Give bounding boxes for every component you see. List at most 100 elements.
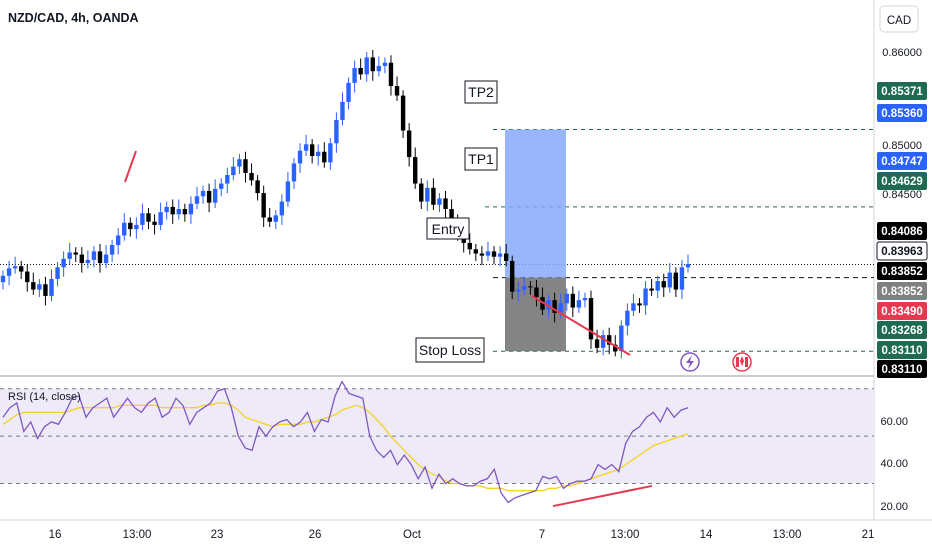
candle-body	[564, 293, 569, 304]
price-label-text: 0.83110	[882, 345, 923, 357]
time-tick-label: 13:00	[773, 529, 802, 541]
time-tick-label: 13:00	[123, 529, 152, 541]
candle-body	[176, 209, 181, 215]
candle-body	[43, 284, 48, 296]
price-label-text: 0.83490	[881, 306, 923, 318]
candle-body	[303, 144, 309, 151]
candle-body	[109, 245, 115, 255]
candle-body	[382, 62, 388, 66]
candle-body	[61, 258, 66, 268]
tp1-label: TP1	[464, 147, 498, 171]
price-label-text: 0.84086	[881, 226, 923, 238]
candle-body	[73, 252, 78, 255]
time-axis[interactable]: 16 13:00 23 26 Oct 7 13:00 14 13:00 21	[49, 529, 875, 541]
rsi-ma-line	[2, 402, 689, 492]
candles	[0, 50, 691, 359]
candle-body	[528, 286, 533, 288]
candle-body	[67, 252, 72, 259]
candle-body	[419, 183, 424, 202]
candle-body	[237, 159, 242, 167]
candle-body	[122, 222, 127, 236]
time-tick-label: 14	[700, 529, 713, 541]
candle-body	[188, 203, 194, 215]
candle-body	[661, 281, 666, 288]
candle-body	[637, 303, 642, 306]
candle-body	[158, 212, 163, 225]
candle-body	[413, 157, 418, 184]
price-tick-label: 0.86000	[882, 47, 922, 59]
candle-body	[497, 253, 503, 257]
candle-body	[516, 289, 521, 292]
price-label-text: 0.84747	[881, 156, 923, 168]
rsi-tick-label: 40.00	[880, 458, 908, 470]
rsi-tick-label: 20.00	[880, 501, 908, 513]
candle-body	[685, 264, 691, 268]
candle-body	[219, 183, 224, 189]
canada-flag-icon[interactable]	[732, 352, 752, 372]
svg-text:TP2: TP2	[468, 84, 494, 100]
time-tick-label: 7	[539, 529, 545, 541]
candle-body	[316, 151, 321, 156]
candle-body	[394, 86, 400, 96]
candle-body	[388, 62, 394, 87]
candle-body	[400, 95, 406, 131]
target-zone	[505, 129, 566, 278]
candle-body	[231, 166, 236, 176]
candle-body	[358, 68, 363, 75]
candle-body	[649, 288, 654, 291]
candle-body	[146, 213, 151, 222]
candle-body	[643, 288, 648, 306]
price-label-black: 0.83110	[877, 360, 927, 378]
rsi-panel	[0, 380, 874, 508]
candle-body	[200, 190, 206, 197]
lightning-event-icon[interactable]	[680, 352, 700, 372]
candle-body	[558, 303, 563, 313]
candle-body	[267, 217, 272, 222]
candle-body	[134, 224, 139, 230]
price-label-text: 0.83963	[881, 246, 923, 258]
rsi-tick-label: 60.00	[880, 416, 908, 428]
price-label-grey: 0.83852	[877, 282, 927, 300]
price-axis[interactable]: 0.86000 0.85000 0.84500 0.85371 0.85360 0.847…	[876, 47, 928, 513]
candle-body	[79, 254, 85, 264]
currency-button[interactable]: CAD	[879, 5, 919, 33]
candle-body	[364, 57, 369, 75]
candle-body	[485, 251, 491, 256]
candle-body	[588, 298, 594, 340]
candle-body	[522, 286, 527, 290]
stop-loss-label: Stop Loss	[415, 337, 485, 363]
candle-body	[261, 193, 266, 218]
candle-body	[503, 253, 509, 261]
candle-body	[491, 251, 497, 257]
candle-body	[625, 310, 630, 326]
candle-body	[467, 242, 472, 250]
divergence-line-1	[124, 150, 137, 183]
candle-body	[594, 339, 600, 348]
price-label-green: 0.85371	[877, 82, 927, 100]
candle-body	[613, 344, 618, 352]
candle-body	[243, 159, 248, 173]
price-label-outline: 0.83963	[876, 241, 928, 261]
candle-body	[225, 175, 230, 184]
candle-body	[49, 278, 54, 296]
candle-body	[600, 335, 606, 348]
price-label-text: 0.84629	[881, 176, 923, 188]
candle-body	[437, 198, 442, 205]
candle-body	[25, 271, 30, 283]
candle-body	[431, 187, 436, 205]
candle-body	[12, 266, 18, 269]
price-label-black: 0.83852	[877, 262, 927, 280]
candle-body	[570, 293, 576, 308]
time-tick-label: 13:00	[611, 529, 640, 541]
candle-body	[182, 209, 188, 215]
price-label-text: 0.83268	[881, 325, 923, 337]
candle-body	[576, 300, 582, 308]
candle-body	[170, 206, 175, 215]
candle-body	[655, 281, 660, 291]
time-tick-label: 21	[862, 529, 875, 541]
candle-body	[115, 235, 121, 246]
candle-body	[352, 68, 357, 83]
candle-body	[249, 172, 254, 181]
candle-body	[91, 251, 97, 260]
candle-body	[128, 222, 133, 230]
